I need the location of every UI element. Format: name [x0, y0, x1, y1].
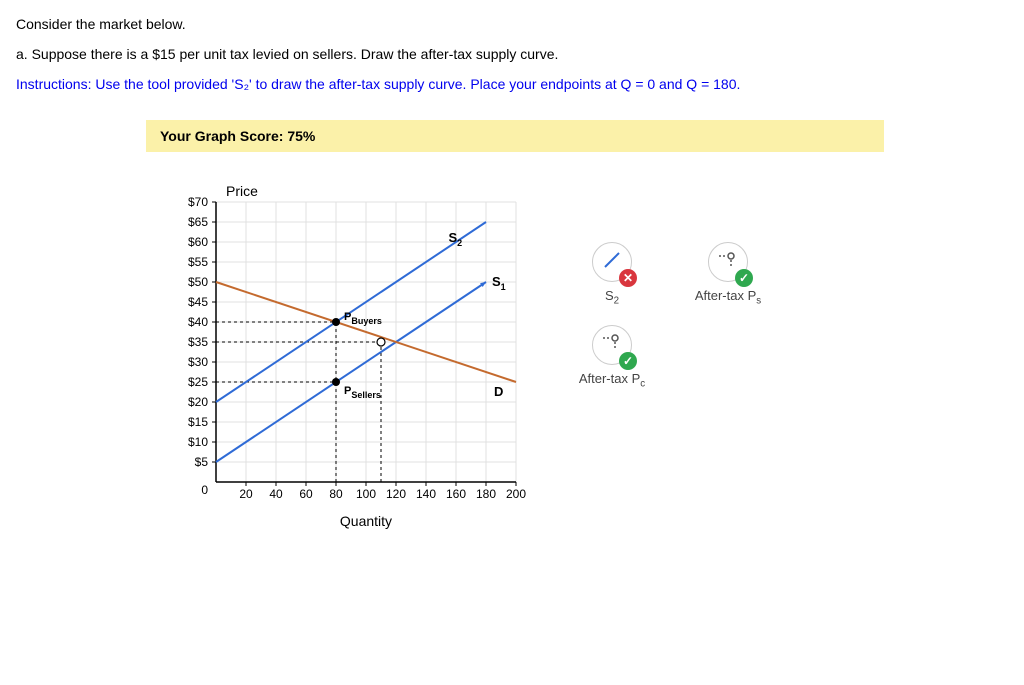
graph-panel[interactable]: $5 $10 $15 $20 $25 $30 $35 $40 $45 $50 $55 $60 $65 $7… — [166, 182, 536, 535]
svg-text:160: 160 — [446, 487, 466, 501]
svg-text:Quantity: Quantity — [340, 513, 392, 529]
question-instructions: Instructions: Use the tool provided 'S₂'… — [16, 76, 1008, 92]
line-tool-icon: ✕ — [592, 242, 632, 282]
svg-text:100: 100 — [356, 487, 376, 501]
svg-text:$60: $60 — [188, 235, 208, 249]
svg-text:Price: Price — [226, 183, 258, 199]
feedback-item: ✕S2 — [572, 242, 652, 307]
point-tool-icon: ✓ — [592, 325, 632, 365]
svg-text:180: 180 — [476, 487, 496, 501]
score-banner: Your Graph Score: 75% — [146, 120, 884, 152]
svg-text:80: 80 — [329, 487, 343, 501]
feedback-item: ✓After-tax Ps — [688, 242, 768, 307]
svg-text:$10: $10 — [188, 435, 208, 449]
svg-text:$40: $40 — [188, 315, 208, 329]
feedback-label: S2 — [605, 288, 619, 307]
svg-text:$35: $35 — [188, 335, 208, 349]
svg-text:60: 60 — [299, 487, 313, 501]
cross-icon: ✕ — [619, 269, 637, 287]
svg-text:0: 0 — [201, 483, 208, 497]
check-icon: ✓ — [735, 269, 753, 287]
feedback-item: ✓After-tax Pc — [572, 325, 652, 390]
svg-text:PSellers: PSellers — [344, 385, 381, 400]
svg-text:$70: $70 — [188, 195, 208, 209]
point-tool-icon: ✓ — [708, 242, 748, 282]
svg-text:$15: $15 — [188, 415, 208, 429]
svg-text:$5: $5 — [195, 455, 209, 469]
feedback-label: After-tax Pc — [579, 371, 645, 390]
svg-text:$20: $20 — [188, 395, 208, 409]
svg-text:PBuyers: PBuyers — [344, 311, 382, 326]
svg-text:140: 140 — [416, 487, 436, 501]
question-intro: Consider the market below. — [16, 16, 1008, 32]
svg-text:200: 200 — [506, 487, 526, 501]
svg-text:$65: $65 — [188, 215, 208, 229]
svg-text:20: 20 — [239, 487, 253, 501]
feedback-label: After-tax Ps — [695, 288, 761, 307]
svg-text:D: D — [494, 384, 503, 399]
svg-text:$50: $50 — [188, 275, 208, 289]
supply-demand-chart[interactable]: $5 $10 $15 $20 $25 $30 $35 $40 $45 $50 $55 $60 $65 $7… — [166, 182, 536, 532]
feedback-column: ✕S2✓After-tax Ps✓After-tax Pc — [572, 182, 768, 407]
svg-text:$45: $45 — [188, 295, 208, 309]
svg-text:S1: S1 — [492, 274, 506, 292]
check-icon: ✓ — [619, 352, 637, 370]
svg-text:$25: $25 — [188, 375, 208, 389]
svg-text:$30: $30 — [188, 355, 208, 369]
question-part-a: a. Suppose there is a $15 per unit tax l… — [16, 46, 1008, 62]
svg-text:$55: $55 — [188, 255, 208, 269]
svg-text:40: 40 — [269, 487, 283, 501]
svg-text:120: 120 — [386, 487, 406, 501]
line-S1 — [216, 282, 486, 462]
